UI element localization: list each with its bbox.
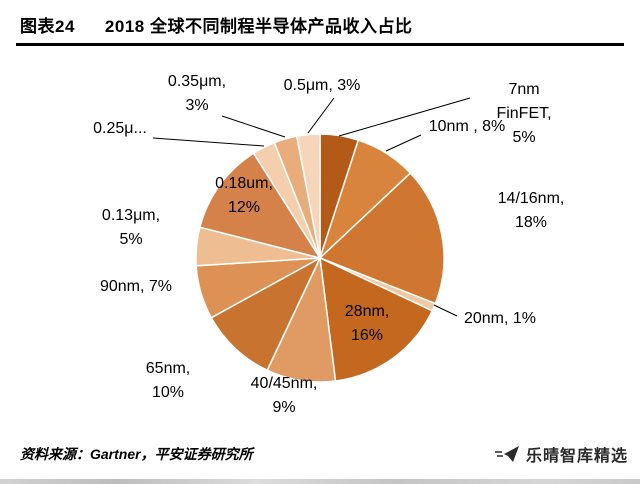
slice-label: 0.35μm, — [168, 73, 226, 90]
leader-line — [338, 97, 471, 137]
pie-chart: 7nm FinFET, 5% 10nm , 8% 14/16nm, 18% 20nm, 1%… — [93, 73, 565, 416]
leader-line — [307, 97, 335, 134]
page-bottom-edge — [0, 479, 640, 484]
slice-label: 0.5μm, 3% — [284, 77, 361, 94]
leader-line — [433, 304, 458, 317]
leader-line — [221, 115, 286, 138]
slice-label: 16% — [351, 327, 383, 344]
slice-label: FinFET, — [496, 105, 551, 122]
slice-label: 40/45nm, — [251, 375, 318, 392]
chart-number: 图表24 — [20, 17, 75, 36]
leader-line — [385, 134, 422, 152]
slice-label: 65nm, — [146, 360, 190, 377]
slice-label: 10% — [152, 384, 184, 401]
slice-label: 28nm, — [345, 303, 389, 320]
slice-label: 9% — [272, 399, 295, 416]
pie-slice-10 — [198, 152, 322, 260]
leader-line — [152, 137, 265, 147]
slice-label: 14/16nm, — [498, 190, 565, 207]
slice-label: 0.18um, — [215, 175, 273, 192]
pie-slice-13 — [295, 133, 321, 259]
source-note: 资料来源：Gartner，平安证券研究所 — [20, 446, 253, 462]
paper-plane-icon — [494, 446, 519, 462]
slice-label: 0.13μm, — [102, 207, 160, 224]
slice-label: 5% — [119, 231, 142, 248]
watermark: 乐晴智库精选 — [494, 442, 628, 466]
chart-header: 图表24 2018 全球不同制程半导体产品收入占比 — [20, 12, 412, 37]
title-underline — [16, 43, 624, 46]
slice-label: 18% — [515, 214, 547, 231]
pie-slice-5 — [319, 256, 434, 382]
slice-label: 10nm , 8% — [429, 118, 505, 135]
pie-slice-7 — [210, 256, 322, 372]
slice-label: 5% — [512, 129, 535, 146]
slice-label: 20nm, 1% — [464, 310, 536, 327]
watermark-text: 乐晴智库精选 — [525, 448, 628, 465]
page-title: 2018 全球不同制程半导体产品收入占比 — [104, 17, 413, 36]
slice-label: 0.25μ... — [93, 120, 147, 137]
pie-slice-3 — [318, 172, 445, 305]
slice-label: 3% — [185, 97, 208, 114]
slice-label: 90nm, 7% — [100, 278, 172, 295]
slice-label: 7nm — [508, 81, 539, 98]
slice-label: 12% — [228, 199, 260, 216]
